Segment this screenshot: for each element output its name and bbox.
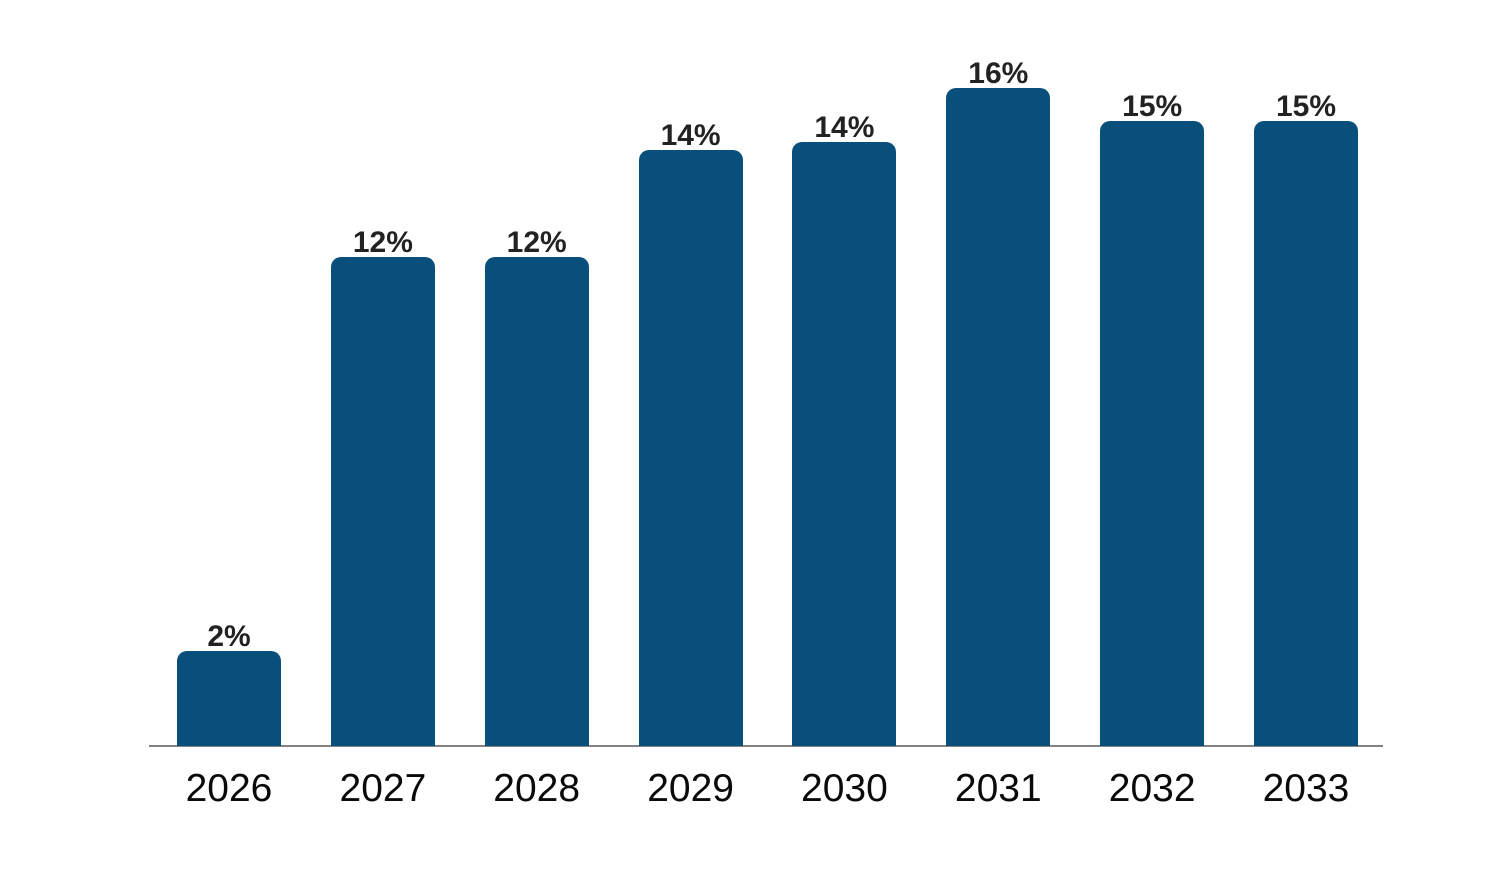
bar-value-label: 12% [506,226,567,259]
bar-value-label: 15% [1275,90,1337,123]
bar-2030 [792,142,897,746]
x-axis-tick-label: 2032 [1108,767,1196,810]
bar-2028 [484,257,589,746]
bar-value-label: 2% [207,620,251,653]
x-axis-tick-label: 2028 [493,767,581,810]
bar-2031 [946,88,1051,746]
x-axis-tick-label: 2030 [801,767,888,810]
bar-value-label: 16% [968,57,1029,90]
bar-2026 [177,651,281,746]
bar-value-label: 12% [352,226,413,259]
x-axis-tick-label: 2029 [647,767,734,810]
bar-value-label: 14% [660,119,721,152]
x-axis-tick-label: 2031 [954,767,1042,810]
bar-2027 [330,257,435,746]
x-axis-tick-label: 2026 [185,767,273,810]
bar-value-label: 15% [1122,90,1183,123]
x-axis-tick-label: 2033 [1262,767,1350,810]
bar-2032 [1100,121,1205,746]
bar-2033 [1254,121,1358,746]
x-axis-line [149,745,1383,747]
bar-value-label: 14% [814,111,875,144]
bar-2029 [638,150,743,746]
x-axis-tick-label: 2027 [339,767,427,810]
